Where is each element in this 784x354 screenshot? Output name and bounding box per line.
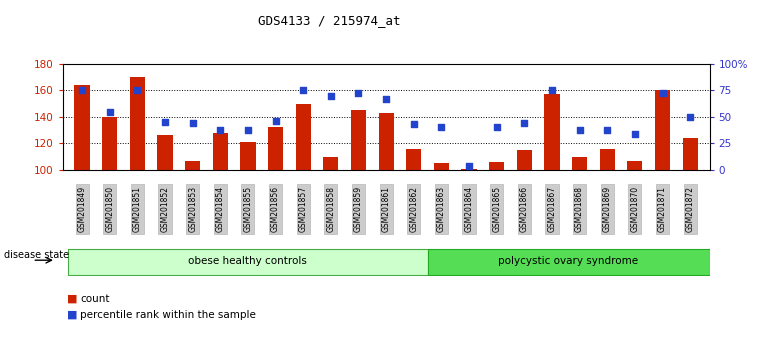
Bar xyxy=(129,77,145,170)
Text: percentile rank within the sample: percentile rank within the sample xyxy=(80,310,256,320)
Point xyxy=(187,120,199,126)
Text: GSM201867: GSM201867 xyxy=(547,186,557,232)
Bar xyxy=(517,150,532,170)
Text: disease state: disease state xyxy=(4,250,69,260)
Point xyxy=(518,120,531,126)
Bar xyxy=(241,142,256,170)
Point xyxy=(629,131,641,137)
Bar xyxy=(296,104,310,170)
Bar xyxy=(68,249,427,275)
Bar xyxy=(655,90,670,170)
Bar xyxy=(572,156,587,170)
Bar xyxy=(683,138,698,170)
Point xyxy=(352,91,365,96)
Point xyxy=(435,125,448,130)
Text: GSM201870: GSM201870 xyxy=(630,186,640,232)
Text: GSM201855: GSM201855 xyxy=(243,186,252,232)
Text: obese healthy controls: obese healthy controls xyxy=(188,256,307,267)
Text: GSM201859: GSM201859 xyxy=(354,186,363,232)
Text: GSM201854: GSM201854 xyxy=(216,186,225,232)
Bar xyxy=(185,161,200,170)
Point xyxy=(546,87,558,93)
Bar xyxy=(627,161,643,170)
Text: GSM201863: GSM201863 xyxy=(437,186,446,232)
Bar xyxy=(489,162,504,170)
Point xyxy=(214,127,227,132)
Point xyxy=(297,87,310,93)
Text: GSM201862: GSM201862 xyxy=(409,186,418,232)
Bar xyxy=(102,117,118,170)
Point xyxy=(684,114,696,120)
Bar xyxy=(434,163,449,170)
Point xyxy=(76,87,89,93)
Bar xyxy=(268,127,283,170)
Text: ■: ■ xyxy=(67,310,77,320)
Text: GSM201856: GSM201856 xyxy=(271,186,280,232)
Point xyxy=(601,127,614,132)
Bar xyxy=(323,156,339,170)
Point xyxy=(573,127,586,132)
Text: GSM201868: GSM201868 xyxy=(575,186,584,232)
Bar xyxy=(544,94,560,170)
Text: GSM201857: GSM201857 xyxy=(299,186,307,232)
Text: GDS4133 / 215974_at: GDS4133 / 215974_at xyxy=(258,14,401,27)
Point xyxy=(103,109,116,114)
Text: GSM201853: GSM201853 xyxy=(188,186,197,232)
Text: GSM201858: GSM201858 xyxy=(326,186,336,232)
Text: GSM201861: GSM201861 xyxy=(382,186,390,232)
Text: GSM201864: GSM201864 xyxy=(465,186,474,232)
Bar xyxy=(158,136,172,170)
Text: GSM201872: GSM201872 xyxy=(686,186,695,232)
Point xyxy=(325,93,337,98)
Bar xyxy=(74,85,89,170)
Point xyxy=(241,127,254,132)
Bar xyxy=(600,149,615,170)
Point xyxy=(379,96,392,102)
Point xyxy=(269,118,281,124)
Text: ■: ■ xyxy=(67,294,77,304)
Point xyxy=(491,125,503,130)
Bar xyxy=(406,149,421,170)
Text: GSM201871: GSM201871 xyxy=(658,186,667,232)
Point xyxy=(463,163,475,169)
Bar xyxy=(351,110,366,170)
Point xyxy=(131,87,143,93)
Bar xyxy=(427,249,710,275)
Point xyxy=(656,91,669,96)
Text: GSM201850: GSM201850 xyxy=(105,186,114,232)
Point xyxy=(158,119,171,125)
Point xyxy=(408,121,420,127)
Text: GSM201849: GSM201849 xyxy=(78,186,86,232)
Text: GSM201865: GSM201865 xyxy=(492,186,501,232)
Bar xyxy=(379,113,394,170)
Bar xyxy=(212,133,228,170)
Text: GSM201851: GSM201851 xyxy=(132,186,142,232)
Text: GSM201869: GSM201869 xyxy=(603,186,612,232)
Text: count: count xyxy=(80,294,110,304)
Bar xyxy=(462,169,477,170)
Text: GSM201866: GSM201866 xyxy=(520,186,529,232)
Text: GSM201852: GSM201852 xyxy=(161,186,169,232)
Text: polycystic ovary syndrome: polycystic ovary syndrome xyxy=(499,256,639,267)
